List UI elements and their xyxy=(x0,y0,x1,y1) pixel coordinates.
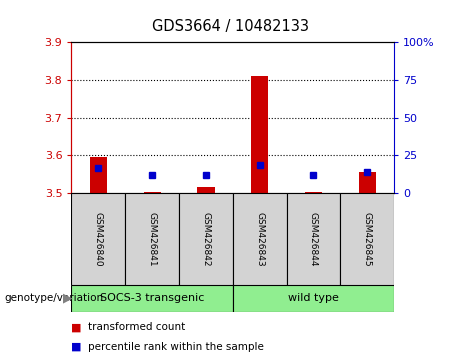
Text: GSM426843: GSM426843 xyxy=(255,212,264,266)
Bar xyxy=(71,193,125,285)
Bar xyxy=(359,172,376,193)
Bar xyxy=(233,193,287,285)
Text: GSM426842: GSM426842 xyxy=(201,212,210,266)
Text: GSM426840: GSM426840 xyxy=(94,212,103,266)
Text: percentile rank within the sample: percentile rank within the sample xyxy=(88,342,264,352)
Text: ■: ■ xyxy=(71,322,82,332)
Bar xyxy=(287,193,340,285)
Text: GSM426841: GSM426841 xyxy=(148,212,157,266)
Text: ■: ■ xyxy=(71,342,82,352)
Bar xyxy=(251,76,268,193)
Text: GSM426845: GSM426845 xyxy=(363,212,372,266)
Text: GDS3664 / 10482133: GDS3664 / 10482133 xyxy=(152,19,309,34)
Text: GSM426844: GSM426844 xyxy=(309,212,318,266)
Text: transformed count: transformed count xyxy=(88,322,185,332)
Bar xyxy=(233,285,394,312)
Bar xyxy=(125,193,179,285)
Bar xyxy=(71,285,233,312)
Bar xyxy=(143,192,161,193)
Bar xyxy=(197,187,214,193)
Text: ▶: ▶ xyxy=(63,292,72,305)
Text: genotype/variation: genotype/variation xyxy=(5,293,104,303)
Text: SOCS-3 transgenic: SOCS-3 transgenic xyxy=(100,293,204,303)
Bar xyxy=(179,193,233,285)
Bar xyxy=(340,193,394,285)
Bar xyxy=(90,157,107,193)
Bar xyxy=(305,192,322,193)
Text: wild type: wild type xyxy=(288,293,339,303)
